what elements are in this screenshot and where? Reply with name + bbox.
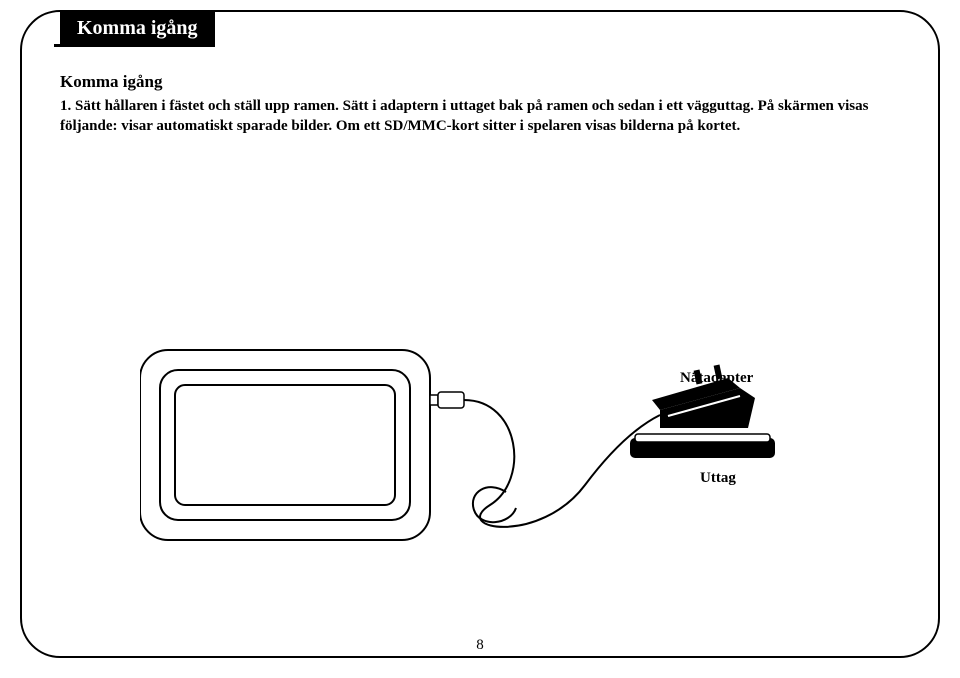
tab-title: Komma igång <box>77 17 198 39</box>
device-diagram <box>140 310 820 570</box>
paragraph: 1. Sätt hållaren i fästet och ställ upp … <box>60 96 900 137</box>
cable-loop <box>473 487 516 522</box>
tab-underline <box>54 44 214 47</box>
outlet-label: Uttag <box>700 470 736 487</box>
page-number: 8 <box>0 637 960 654</box>
cable-jack-body <box>438 392 464 408</box>
subtitle: Komma igång <box>60 72 900 92</box>
cable-jack <box>430 395 438 405</box>
adapter-label: Nätadapter <box>680 370 753 387</box>
frame-screen <box>175 385 395 505</box>
section-tab: Komma igång <box>60 10 215 47</box>
outlet-base-top <box>635 434 770 442</box>
content-block: Komma igång 1. Sätt hållaren i fästet oc… <box>60 72 900 137</box>
cable-wire <box>464 400 660 527</box>
